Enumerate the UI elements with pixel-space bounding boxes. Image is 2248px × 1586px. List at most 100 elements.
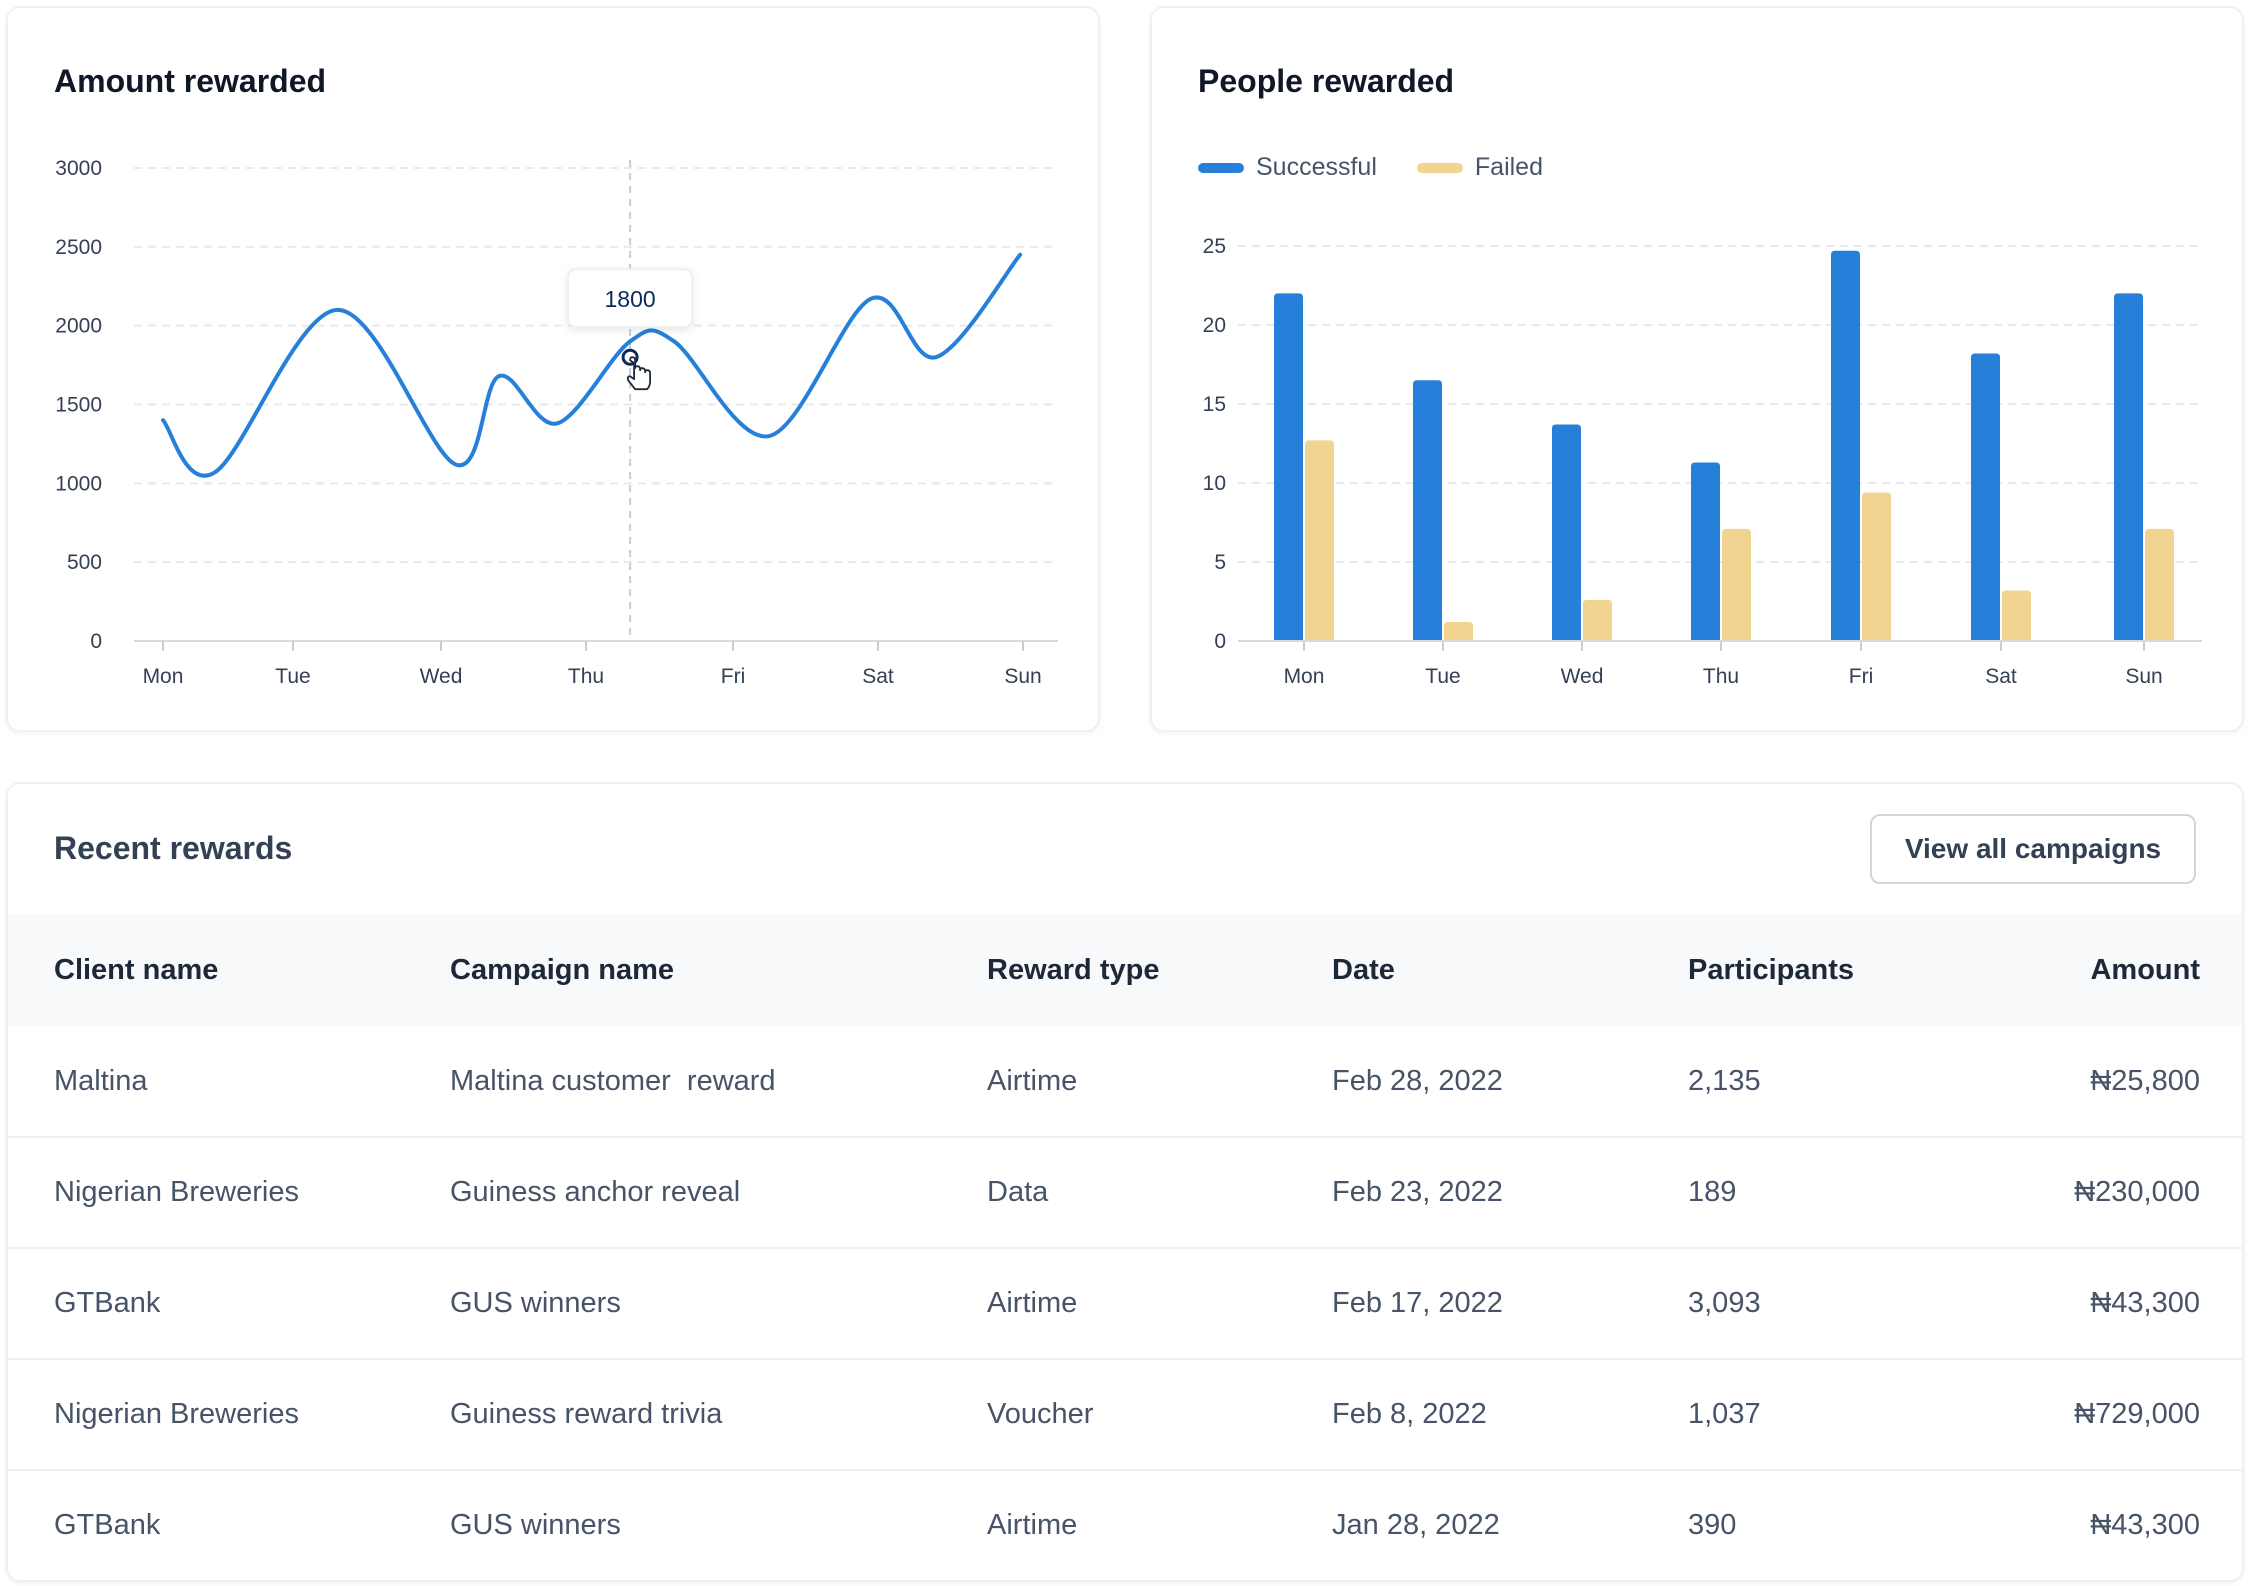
cell-client-name: Nigerian Breweries bbox=[8, 1359, 450, 1471]
bar-failed bbox=[1444, 622, 1473, 641]
table-row[interactable]: Nigerian Breweries Guiness reward trivia… bbox=[8, 1359, 2242, 1471]
column-header-reward-type[interactable]: Reward type bbox=[987, 953, 1160, 986]
bar-successful bbox=[1274, 293, 1303, 641]
cell-date: Feb 17, 2022 bbox=[1332, 1248, 1688, 1360]
y-tick-label: 500 bbox=[67, 551, 102, 574]
cell-amount: ₦43,300 bbox=[1988, 1470, 2242, 1580]
recent-rewards-table: Client name Campaign name Reward type Da… bbox=[8, 914, 2242, 1580]
recent-rewards-card: Recent rewards View all campaigns Client… bbox=[6, 782, 2244, 1582]
table-row[interactable]: GTBank GUS winners Airtime Feb 17, 2022 … bbox=[8, 1248, 2242, 1360]
cell-campaign-name: GUS winners bbox=[450, 1470, 987, 1580]
column-header-amount[interactable]: Amount bbox=[2090, 953, 2200, 986]
cell-participants: 390 bbox=[1688, 1470, 1988, 1580]
x-tick-label: Mon bbox=[1284, 665, 1325, 688]
bar-successful bbox=[2114, 293, 2143, 641]
y-tick-label: 3000 bbox=[55, 157, 102, 180]
legend-swatch-failed bbox=[1416, 162, 1463, 173]
x-tick-label: Sat bbox=[1985, 665, 2017, 688]
table-row[interactable]: GTBank GUS winners Airtime Jan 28, 2022 … bbox=[8, 1470, 2242, 1580]
bar-failed bbox=[1305, 440, 1334, 641]
cell-date: Jan 28, 2022 bbox=[1332, 1470, 1688, 1580]
amount-rewarded-card: Amount rewarded 0 500 1000 1500 2000 2500 3000… bbox=[6, 6, 1100, 732]
cell-reward-type: Voucher bbox=[987, 1359, 1332, 1471]
bar-failed bbox=[1722, 528, 1751, 641]
bar-successful bbox=[1413, 380, 1442, 641]
cell-date: Feb 28, 2022 bbox=[1332, 1026, 1688, 1138]
cell-reward-type: Airtime bbox=[987, 1470, 1332, 1580]
cell-participants: 3,093 bbox=[1688, 1248, 1988, 1360]
amount-rewarded-title: Amount rewarded bbox=[54, 63, 327, 99]
column-header-date[interactable]: Date bbox=[1332, 953, 1395, 986]
cell-campaign-name: GUS winners bbox=[450, 1248, 987, 1360]
y-tick-label: 0 bbox=[90, 630, 102, 653]
tooltip-value: 1800 bbox=[605, 286, 656, 312]
x-tick-label: Mon bbox=[143, 665, 184, 688]
y-tick-label: 0 bbox=[1214, 630, 1226, 653]
bar-successful bbox=[1971, 353, 2000, 641]
recent-rewards-title: Recent rewards bbox=[54, 830, 293, 866]
x-tick-label: Thu bbox=[1703, 665, 1739, 688]
y-tick-label: 25 bbox=[1203, 235, 1226, 258]
cell-amount: ₦230,000 bbox=[1988, 1137, 2242, 1249]
cell-client-name: Nigerian Breweries bbox=[8, 1137, 450, 1249]
cell-reward-type: Data bbox=[987, 1137, 1332, 1249]
y-tick-label: 20 bbox=[1203, 314, 1226, 337]
value-tooltip: 1800 bbox=[567, 268, 694, 329]
cell-amount: ₦43,300 bbox=[1988, 1248, 2242, 1360]
bar-failed bbox=[1583, 599, 1612, 641]
x-tick-label: Fri bbox=[1849, 665, 1874, 688]
cell-campaign-name: Guiness reward trivia bbox=[450, 1359, 987, 1471]
column-header-campaign-name[interactable]: Campaign name bbox=[450, 953, 674, 986]
x-tick-label: Sun bbox=[2125, 665, 2162, 688]
bar-failed bbox=[2145, 528, 2174, 641]
cell-amount: ₦25,800 bbox=[1988, 1026, 2242, 1138]
x-tick-label: Wed bbox=[420, 665, 463, 688]
hand-cursor-icon bbox=[626, 356, 651, 391]
cell-date: Feb 8, 2022 bbox=[1332, 1359, 1688, 1471]
table-row[interactable]: Nigerian Breweries Guiness anchor reveal… bbox=[8, 1137, 2242, 1249]
hand-cursor-shape bbox=[626, 356, 651, 391]
cell-client-name: GTBank bbox=[8, 1470, 450, 1580]
cell-reward-type: Airtime bbox=[987, 1248, 1332, 1360]
cell-campaign-name: Maltina customer reward bbox=[450, 1026, 987, 1138]
bar-failed bbox=[1862, 492, 1891, 641]
view-all-campaigns-button[interactable]: View all campaigns bbox=[1870, 814, 2196, 884]
y-tick-label: 2000 bbox=[55, 315, 102, 338]
x-tick-label: Thu bbox=[568, 665, 604, 688]
bar-successful bbox=[1691, 462, 1720, 641]
legend-failed[interactable]: Failed bbox=[1416, 153, 1543, 182]
cell-participants: 2,135 bbox=[1688, 1026, 1988, 1138]
people-rewarded-card: People rewarded Successful Failed 0 5 10 15… bbox=[1150, 6, 2244, 732]
tooltip-box bbox=[567, 268, 694, 329]
amount-series-line bbox=[161, 252, 1023, 478]
column-header-client-name[interactable]: Client name bbox=[54, 953, 219, 986]
legend-label-failed: Failed bbox=[1474, 153, 1543, 181]
bar-successful bbox=[1831, 250, 1860, 642]
legend-swatch-successful bbox=[1198, 162, 1244, 173]
legend-successful[interactable]: Successful bbox=[1198, 153, 1377, 182]
y-tick-label: 10 bbox=[1203, 472, 1226, 495]
x-tick-label: Sun bbox=[1004, 665, 1041, 688]
x-tick-label: Sat bbox=[862, 665, 894, 688]
cell-campaign-name: Guiness anchor reveal bbox=[450, 1137, 987, 1249]
table-row[interactable]: Maltina Maltina customer reward Airtime … bbox=[8, 1026, 2242, 1138]
chart-legend: Successful Failed bbox=[1198, 153, 1583, 182]
x-tick-label: Fri bbox=[721, 665, 746, 688]
y-tick-label: 2500 bbox=[55, 236, 102, 259]
table-header-row: Client name Campaign name Reward type Da… bbox=[8, 914, 2242, 1026]
bar-failed bbox=[2002, 590, 2031, 641]
cell-date: Feb 23, 2022 bbox=[1332, 1137, 1688, 1249]
cell-amount: ₦729,000 bbox=[1988, 1359, 2242, 1471]
people-rewarded-title: People rewarded bbox=[1198, 63, 1455, 99]
cell-reward-type: Airtime bbox=[987, 1026, 1332, 1138]
bar-successful bbox=[1552, 424, 1581, 641]
amount-rewarded-chart[interactable]: 0 500 1000 1500 2000 2500 3000 Mon Tue Wed Thu Fri S… bbox=[8, 8, 1102, 734]
y-tick-label: 15 bbox=[1203, 393, 1226, 416]
people-rewarded-chart: 0 5 10 15 20 25 Mon Tue Wed Thu Fri Sat Sun bbox=[1203, 235, 2202, 688]
y-tick-label: 1000 bbox=[55, 472, 102, 495]
column-header-participants[interactable]: Participants bbox=[1688, 953, 1854, 986]
cell-client-name: Maltina bbox=[8, 1026, 450, 1138]
y-tick-label: 1500 bbox=[55, 394, 102, 417]
cell-participants: 1,037 bbox=[1688, 1359, 1988, 1471]
x-tick-label: Tue bbox=[1425, 665, 1460, 688]
